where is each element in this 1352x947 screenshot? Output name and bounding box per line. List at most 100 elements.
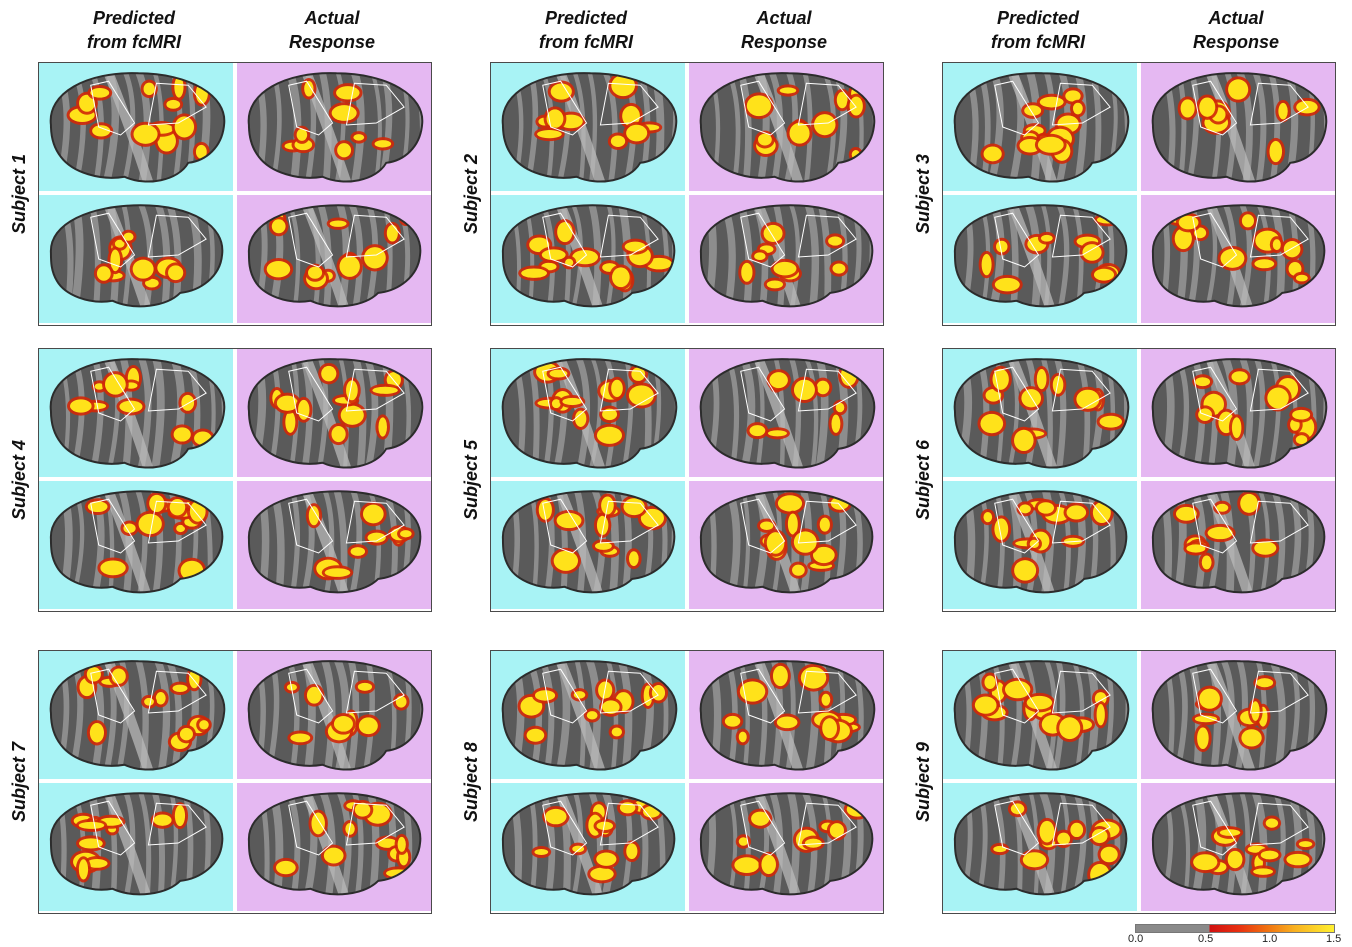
brain-surface-map: [1151, 792, 1326, 896]
subject-block: [38, 650, 432, 914]
predicted-panel: [39, 195, 233, 323]
subject-block: [490, 650, 884, 914]
brain-surface-map: [699, 204, 874, 308]
actual-panel: [689, 195, 883, 323]
actual-panel: [1141, 481, 1335, 609]
subject-label: Subject 2: [461, 153, 481, 235]
predicted-panel: [491, 783, 685, 911]
brain-surface-map: [501, 792, 676, 896]
brain-surface-map: [501, 490, 676, 594]
brain-surface-map: [247, 490, 422, 594]
actual-panel: [1141, 651, 1335, 779]
brain-surface-map: [1151, 72, 1328, 183]
brain-surface-map: [501, 72, 678, 183]
brain-surface-map: [49, 660, 226, 771]
column-header-predicted: Predicted from fcMRI: [87, 8, 181, 52]
column-header-actual: Actual Response: [1192, 8, 1280, 52]
brain-surface-map: [699, 490, 874, 594]
predicted-panel: [491, 651, 685, 779]
actual-panel: [237, 349, 431, 477]
colorbar-tick: 0.0: [1128, 933, 1144, 945]
brain-surface-map: [1151, 490, 1326, 594]
brain-surface-map: [49, 490, 224, 594]
subject-label: Subject 1: [9, 153, 29, 235]
actual-panel: [1141, 349, 1335, 477]
brain-surface-map: [953, 660, 1130, 771]
actual-panel: [689, 783, 883, 911]
brain-surface-map: [247, 72, 424, 183]
brain-surface-map: [501, 660, 678, 771]
brain-surface-map: [49, 204, 224, 308]
subject-block: [38, 348, 432, 612]
predicted-panel: [491, 63, 685, 191]
brain-surface-map: [501, 358, 678, 469]
predicted-panel: [39, 63, 233, 191]
predicted-panel: [491, 481, 685, 609]
subject-block: [490, 348, 884, 612]
brain-surface-map: [1151, 358, 1328, 469]
brain-surface-map: [953, 490, 1128, 594]
predicted-panel: [39, 651, 233, 779]
actual-panel: [237, 651, 431, 779]
brain-surface-map: [953, 358, 1130, 469]
brain-surface-map: [953, 792, 1128, 896]
column-header-actual: Actual Response: [288, 8, 376, 52]
column-header-predicted: Predicted from fcMRI: [991, 8, 1085, 52]
subject-label: Subject 4: [9, 439, 29, 521]
actual-panel: [689, 651, 883, 779]
colorbar: [1135, 924, 1335, 933]
brain-surface-map: [699, 72, 876, 183]
predicted-panel: [943, 195, 1137, 323]
brain-surface-map: [953, 72, 1130, 183]
subject-label: Subject 7: [9, 741, 29, 823]
actual-panel: [237, 195, 431, 323]
predicted-panel: [943, 481, 1137, 609]
actual-panel: [689, 481, 883, 609]
predicted-panel: [39, 349, 233, 477]
actual-panel: [237, 63, 431, 191]
brain-surface-map: [501, 204, 676, 308]
predicted-panel: [491, 195, 685, 323]
actual-panel: [1141, 63, 1335, 191]
colorbar-tick: 0.5: [1198, 933, 1214, 945]
predicted-panel: [943, 651, 1137, 779]
subject-label: Subject 3: [913, 153, 933, 235]
predicted-panel: [491, 349, 685, 477]
brain-surface-map: [699, 660, 876, 771]
brain-surface-map: [247, 358, 424, 469]
actual-panel: [689, 63, 883, 191]
brain-surface-map: [247, 792, 422, 896]
predicted-panel: [943, 783, 1137, 911]
subject-block: [490, 62, 884, 326]
brain-surface-map: [247, 660, 424, 771]
actual-panel: [237, 783, 431, 911]
predicted-panel: [39, 481, 233, 609]
subject-block: [942, 348, 1336, 612]
subject-label: Subject 9: [913, 741, 933, 823]
actual-panel: [1141, 783, 1335, 911]
brain-surface-map: [1151, 660, 1328, 771]
subject-label: Subject 8: [461, 741, 481, 823]
predicted-panel: [943, 349, 1137, 477]
column-header-actual: Actual Response: [740, 8, 828, 52]
subject-label: Subject 5: [461, 439, 481, 521]
colorbar-tick: 1.0: [1262, 933, 1278, 945]
brain-surface-map: [49, 792, 224, 896]
actual-panel: [1141, 195, 1335, 323]
brain-surface-map: [1151, 204, 1326, 308]
subject-block: [942, 650, 1336, 914]
brain-surface-map: [699, 358, 876, 469]
brain-surface-map: [49, 358, 226, 469]
brain-surface-map: [699, 792, 874, 896]
predicted-panel: [943, 63, 1137, 191]
predicted-panel: [39, 783, 233, 911]
actual-panel: [237, 481, 431, 609]
colorbar-tick: 1.5: [1326, 933, 1342, 945]
subject-block: [942, 62, 1336, 326]
subject-block: [38, 62, 432, 326]
actual-panel: [689, 349, 883, 477]
brain-surface-map: [953, 204, 1128, 308]
column-header-predicted: Predicted from fcMRI: [539, 8, 633, 52]
brain-surface-map: [247, 204, 422, 308]
subject-label: Subject 6: [913, 439, 933, 521]
